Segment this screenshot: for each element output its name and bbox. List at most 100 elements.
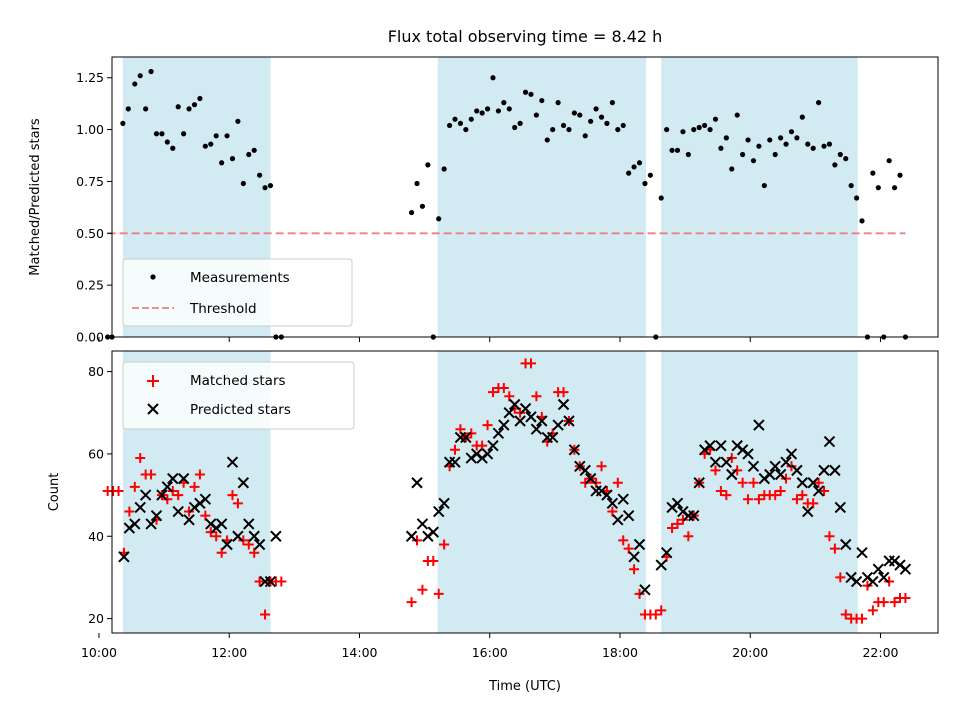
measurement-point [419,203,426,209]
predicted-star-point [856,547,868,559]
x-tick-label: 18:00 [602,645,638,660]
measurement-point [484,106,491,112]
measurement-point [816,100,822,106]
measurement-point [539,97,545,104]
matched-star-point [721,490,732,501]
measurement-point [821,143,827,149]
top-panel: 0.00 0.25 0.50 0.75 1.00 1.25 Matched/Predict… [28,56,939,345]
predicted-star-point [660,547,673,559]
predicted-star-point [622,509,635,522]
measurement-point [251,147,257,153]
predicted-star-point [243,518,255,530]
predicted-star-point [612,514,624,526]
bottom-axes: 20 40 60 80 10:00 12:00 14:00 16:00 18:00 20:00 22… [81,364,899,660]
measurement-point [832,162,838,168]
matched-star-point [791,494,802,505]
predicted-star-point [823,435,836,448]
x-tick-label: 20:00 [732,645,768,660]
measurement-point [837,151,843,158]
shaded-interval [437,351,647,633]
matched-star-point [753,494,764,505]
bottom-legend: Matched stars Predicted stars [122,361,355,430]
predicted-star-point [704,439,716,452]
matched-star-point [135,453,146,464]
matched-star-point [824,531,835,542]
predicted-star-point [427,526,439,538]
measurement-point [490,75,496,81]
measurement-point [615,126,621,133]
matched-star-point [477,440,488,451]
predicted-star-point [812,485,825,497]
predicted-star-point [139,489,152,501]
measurement-point [533,112,539,118]
matched-star-point [808,498,819,509]
matched-star-point [867,605,878,616]
measurement-point [120,120,126,126]
measurement-point [246,151,252,158]
measurement-point [457,120,464,126]
measurement-point [712,116,719,122]
matched-star-point [498,383,509,394]
measurement-point [707,126,713,133]
predicted-star-point [237,477,250,489]
predicted-star-point [764,468,776,481]
measurement-point [517,120,523,126]
measurement-point [658,195,664,201]
measurement-point [891,185,898,191]
matched-star-point [504,391,515,402]
predicted-star-point [802,505,814,518]
measurement-point [740,151,746,158]
measurement-point [870,170,876,176]
predicted-star-point [639,584,651,596]
predicted-star-point [878,571,890,584]
measurement-point [468,116,474,122]
predicted-star-point [633,538,646,551]
predicted-star-point [557,398,570,411]
predicted-star-point [177,472,190,485]
matched-star-point [612,477,623,488]
predicted-star-point [161,481,174,493]
predicted-star-point [726,468,738,481]
measurement-point [674,147,681,153]
measurement-point [647,172,653,178]
matched-star-point [710,465,721,476]
matched-star-point [770,490,781,501]
predicted-star-point [628,551,640,563]
matched-star-point [146,469,157,480]
measurement-point [143,106,149,112]
measurement-point [875,185,881,191]
x-axis-label: Time (UTC) [488,679,561,694]
predicted-star-point [183,514,195,526]
y-tick-label: 0.00 [76,330,104,345]
measurement-point [745,137,751,143]
predicted-star-point [606,497,619,510]
predicted-star-point [791,464,803,477]
predicted-star-point [253,538,266,551]
matched-star-point [173,490,184,501]
measurement-point [452,116,458,122]
matched-star-point [857,613,868,624]
top-plot-frame [111,56,939,338]
measurement-point [669,147,675,153]
measurement-point [588,118,594,124]
legend-matched-marker [147,375,159,387]
predicted-star-point [449,456,461,468]
predicted-star-point [780,456,792,468]
predicted-star-point [129,518,141,530]
measurement-point [756,143,762,149]
measurement-point [522,89,529,95]
predicted-star-point [487,439,499,452]
predicted-star-point [769,460,781,472]
matched-star-point [249,547,260,558]
top-marks [105,68,909,340]
measurement-point [886,158,892,164]
predicted-star-point [145,518,157,530]
matched-star-point [775,485,786,496]
measurement-point [550,126,556,133]
measurement-point [577,112,583,118]
bottom-plot-frame [111,350,939,634]
predicted-star-point [899,563,912,575]
predicted-star-point [601,489,613,501]
predicted-star-point [270,530,282,542]
matched-star-point [829,543,840,554]
